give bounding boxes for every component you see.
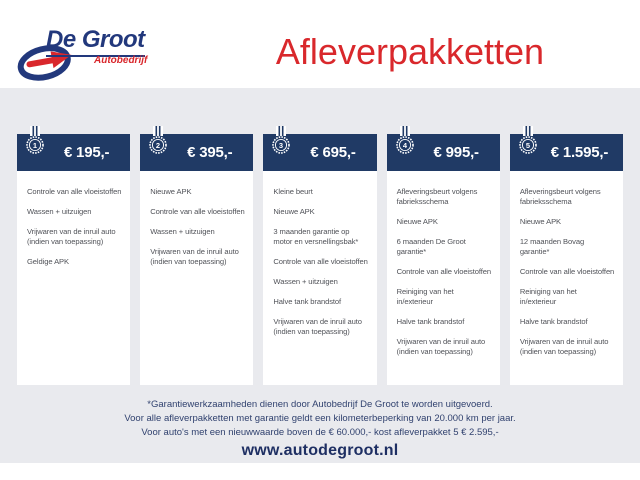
package-item: 12 maanden Bovag garantie*	[519, 237, 585, 257]
package-item: Wassen + uitzuigen	[273, 277, 338, 287]
package-item: Vrijwaren van de inruil auto (indien van…	[396, 337, 486, 357]
package-item: Wassen + uitzuigen	[150, 227, 215, 237]
package-item: Vrijwaren van de inruil auto (indien van…	[27, 227, 116, 247]
package-price: € 995,-	[433, 144, 480, 161]
medal-icon: 3	[272, 126, 291, 154]
medal-icon: 4	[395, 126, 414, 154]
package-item: Nieuwe APK	[519, 217, 562, 227]
package-item: 3 maanden garantie op motor en versnelli…	[273, 227, 359, 247]
disclaimer-line: *Garantiewerkzaamheden dienen door Autob…	[147, 399, 493, 410]
package-item: Nieuwe APK	[150, 187, 192, 196]
package-item: Halve tank brandstof	[273, 297, 342, 307]
package-price: € 195,-	[63, 144, 110, 161]
package-price: € 1.595,-	[550, 144, 609, 161]
package-card-header: 1 € 195,-	[17, 126, 131, 171]
package-number: 1	[33, 141, 37, 150]
package-card-header: 2 € 395,-	[140, 126, 254, 171]
de-groot-logo: De Groot Autobedrijf	[14, 26, 174, 82]
package-item: 6 maanden De Groot garantie*	[396, 237, 466, 257]
package-card: 2 € 395,- Nieuwe APK Controle van alle vl…	[140, 126, 254, 385]
packages-row: 1 € 195,- Controle van alle vloeistoffen…	[17, 126, 624, 385]
package-item: Halve tank brandstof	[396, 317, 465, 327]
package-item: Wassen + uitzuigen	[27, 207, 92, 217]
package-item: Halve tank brandstof	[519, 317, 588, 327]
package-card: 4 € 995,- Afleveringsbeurt volgens fabri…	[386, 126, 500, 385]
package-items: Controle van alle vloeistoffen Wassen + u…	[17, 171, 130, 267]
package-item: Nieuwe APK	[273, 207, 315, 217]
logo-subtitle-text: Autobedrijf	[94, 55, 148, 66]
medal-icon: 5	[519, 126, 537, 154]
package-card: 3 € 695,- Kleine beurt Nieuwe APK 3 maande…	[263, 126, 377, 385]
package-items: Kleine beurt Nieuwe APK 3 maanden garantie…	[263, 171, 376, 337]
package-item: Controle van alle vloeistoffen	[150, 207, 245, 217]
package-number: 5	[526, 141, 530, 150]
package-item: Vrijwaren van de inruil auto (indien van…	[150, 247, 239, 267]
logo-name-text: De Groot	[46, 26, 145, 57]
disclaimer-line: Voor alle afleverpakketten met garantie …	[124, 412, 516, 424]
package-card-header: 3 € 695,-	[263, 126, 377, 171]
medal-icon: 1	[26, 126, 44, 154]
package-card-header: 4 € 995,-	[386, 126, 500, 171]
package-item: Controle van alle vloeistoffen	[519, 267, 615, 277]
package-item: Vrijwaren van de inruil auto (indien van…	[519, 337, 609, 357]
package-item: Geldige APK	[27, 257, 69, 267]
package-item: Kleine beurt	[273, 187, 313, 196]
package-number: 3	[279, 141, 283, 150]
footer-disclaimer: *Garantiewerkzaamheden dienen door Autob…	[0, 398, 640, 439]
top-white-band	[0, 0, 640, 88]
website-url: www.autodegroot.nl	[241, 442, 399, 459]
package-items: Afleveringsbeurt volgens fabrieksschema N…	[510, 171, 623, 357]
package-item: Controle van alle vloeistoffen	[27, 187, 122, 196]
package-item: Nieuwe APK	[396, 217, 438, 227]
package-item: Reiniging van het in/exterieur	[519, 287, 577, 307]
package-number: 2	[156, 141, 160, 150]
package-card: 1 € 195,- Controle van alle vloeistoffen…	[17, 126, 131, 385]
package-number: 4	[403, 141, 408, 150]
package-card-header: 5 € 1.595,-	[509, 126, 624, 171]
package-card: 5 € 1.595,- Afleveringsbeurt volgens fab…	[509, 126, 624, 385]
package-item: Reiniging van het in/exterieur	[396, 287, 454, 307]
package-items: Afleveringsbeurt volgens fabrieksschema N…	[387, 171, 500, 357]
page-title: Afleverpakketten	[275, 31, 545, 72]
package-item: Vrijwaren van de inruil auto (indien van…	[273, 317, 362, 337]
package-item: Afleveringsbeurt volgens fabrieksschema	[519, 187, 601, 207]
package-price: € 695,-	[310, 144, 356, 161]
package-price: € 395,-	[187, 144, 233, 161]
package-items: Nieuwe APK Controle van alle vloeistoffen…	[140, 171, 253, 267]
medal-icon: 2	[149, 126, 168, 154]
bottom-white-band	[0, 463, 640, 480]
package-item: Controle van alle vloeistoffen	[396, 267, 491, 277]
package-item: Controle van alle vloeistoffen	[273, 257, 368, 267]
disclaimer-line: Voor auto's met een nieuwwaarde boven de…	[141, 426, 499, 438]
package-item: Afleveringsbeurt volgens fabrieksschema	[396, 187, 478, 207]
